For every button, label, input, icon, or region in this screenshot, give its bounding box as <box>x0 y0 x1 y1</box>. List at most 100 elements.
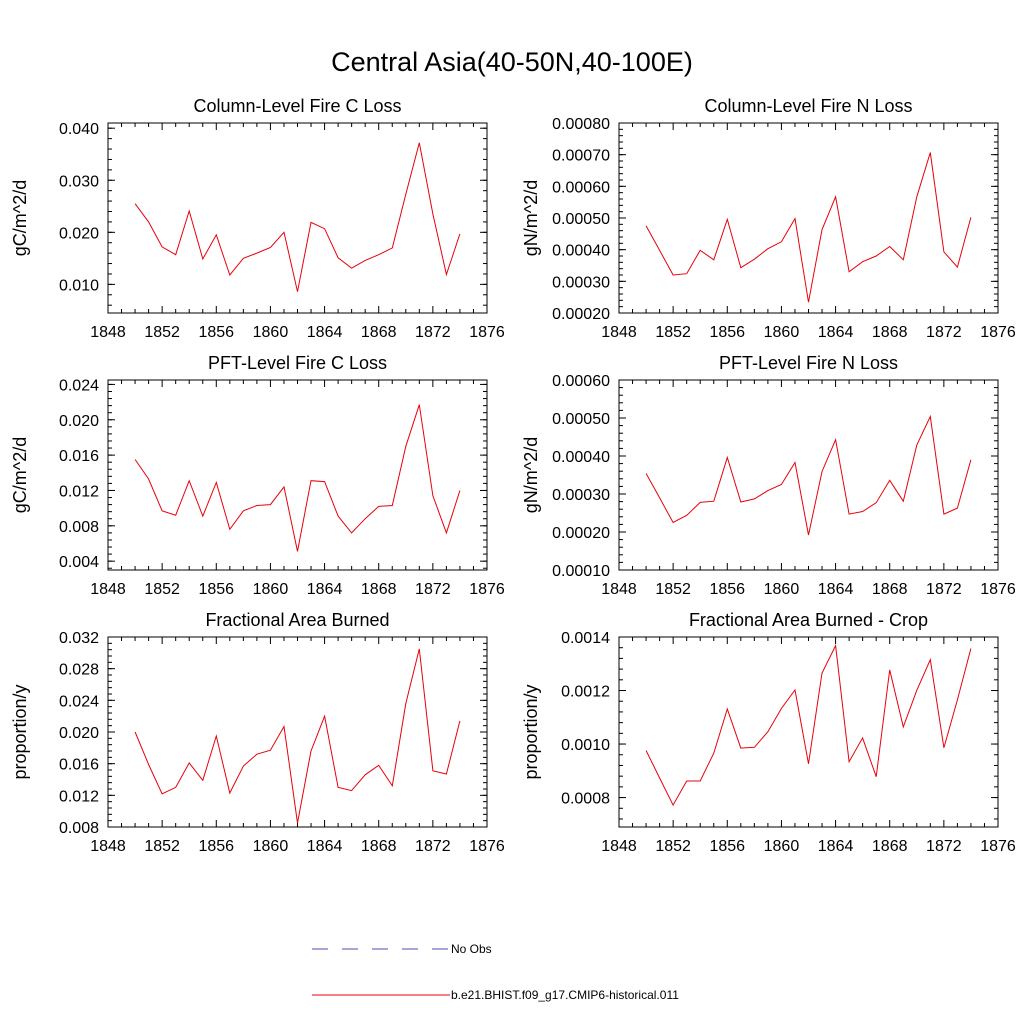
x-tick-label: 1848 <box>90 324 126 341</box>
panel-title: PFT-Level Fire C Loss <box>208 353 387 373</box>
panel-4: 1848 1852 1856 1860 1864 1868 1872 1876 0.008 0.0… <box>10 610 505 855</box>
series-line <box>134 648 461 824</box>
x-tick-label: 1868 <box>361 324 397 341</box>
x-tick-label: 1868 <box>361 838 397 855</box>
plot-frame <box>618 379 999 571</box>
y-axis-label: gC/m^2/d <box>10 180 30 256</box>
y-tick-label: 0.032 <box>59 630 99 647</box>
y-tick-label: 0.012 <box>59 788 99 805</box>
x-tick-label: 1860 <box>764 838 800 855</box>
series-line <box>645 414 972 536</box>
x-tick-label: 1864 <box>818 581 854 598</box>
y-tick-label: 0.016 <box>59 448 99 465</box>
x-tick-label: 1848 <box>601 581 637 598</box>
legend-model-label: b.e21.BHIST.f09_g17.CMIP6-historical.011 <box>451 988 679 1002</box>
y-tick-label: 0.012 <box>59 483 99 500</box>
y-tick-label: 0.020 <box>59 413 99 430</box>
x-tick-label: 1856 <box>709 581 745 598</box>
x-tick-label: 1876 <box>469 838 505 855</box>
x-tick-label: 1876 <box>980 581 1016 598</box>
y-tick-label: 0.00030 <box>552 487 610 504</box>
x-tick-label: 1868 <box>872 838 908 855</box>
series-line <box>645 643 972 807</box>
y-tick-label: 0.00040 <box>552 449 610 466</box>
y-tick-label: 0.00030 <box>552 274 610 291</box>
x-tick-label: 1856 <box>198 581 234 598</box>
x-tick-label: 1868 <box>872 581 908 598</box>
x-tick-label: 1856 <box>709 324 745 341</box>
x-tick-label: 1872 <box>415 581 451 598</box>
y-tick-label: 0.010 <box>59 277 99 294</box>
series-line <box>645 152 972 303</box>
y-tick-label: 0.020 <box>59 725 99 742</box>
series-line <box>134 142 461 292</box>
x-tick-label: 1876 <box>469 581 505 598</box>
x-tick-label: 1848 <box>90 581 126 598</box>
legend-obs-label: No Obs <box>451 942 492 956</box>
x-tick-label: 1848 <box>601 838 637 855</box>
x-tick-label: 1864 <box>307 324 343 341</box>
legend-obs-line <box>312 948 450 950</box>
y-axis-label: gN/m^2/d <box>521 437 541 513</box>
plot-frame <box>107 636 488 828</box>
panel-title: Fractional Area Burned <box>205 610 389 630</box>
y-tick-label: 0.008 <box>59 519 99 536</box>
x-tick-label: 1872 <box>415 324 451 341</box>
y-tick-label: 0.00050 <box>552 211 610 228</box>
y-tick-label: 0.0008 <box>561 791 610 808</box>
x-tick-label: 1852 <box>655 324 691 341</box>
y-tick-label: 0.00040 <box>552 243 610 260</box>
y-tick-label: 0.028 <box>59 662 99 679</box>
panel-title: Column-Level Fire C Loss <box>193 96 401 116</box>
legend-model-line <box>312 994 450 996</box>
x-tick-label: 1872 <box>926 581 962 598</box>
x-tick-label: 1856 <box>198 838 234 855</box>
x-tick-label: 1864 <box>307 838 343 855</box>
panel-0: 1848 1852 1856 1860 1864 1868 1872 1876 0.010 0.0… <box>10 96 505 341</box>
x-tick-label: 1876 <box>980 838 1016 855</box>
series-line <box>134 404 461 552</box>
y-tick-label: 0.00020 <box>552 525 610 542</box>
y-tick-label: 0.0012 <box>561 684 610 701</box>
x-tick-label: 1860 <box>764 581 800 598</box>
y-tick-label: 0.00050 <box>552 411 610 428</box>
x-tick-label: 1860 <box>253 324 289 341</box>
panel-2: 1848 1852 1856 1860 1864 1868 1872 1876 0.004 0.0… <box>10 353 505 598</box>
x-tick-label: 1864 <box>307 581 343 598</box>
x-tick-label: 1856 <box>198 324 234 341</box>
y-tick-label: 0.040 <box>59 121 99 138</box>
x-tick-label: 1848 <box>90 838 126 855</box>
y-tick-label: 0.00080 <box>552 116 610 133</box>
x-tick-label: 1872 <box>926 324 962 341</box>
panel-title: Fractional Area Burned - Crop <box>689 610 928 630</box>
x-tick-label: 1876 <box>980 324 1016 341</box>
y-tick-label: 0.024 <box>59 693 99 710</box>
x-tick-label: 1868 <box>872 324 908 341</box>
y-tick-label: 0.00010 <box>552 563 610 580</box>
y-tick-label: 0.00060 <box>552 179 610 196</box>
x-tick-label: 1856 <box>709 838 745 855</box>
y-axis-label: gN/m^2/d <box>521 180 541 256</box>
plot-frame <box>107 122 488 314</box>
y-axis-label: proportion/y <box>10 684 30 779</box>
x-tick-label: 1852 <box>655 581 691 598</box>
x-tick-label: 1852 <box>144 324 180 341</box>
panel-title: PFT-Level Fire N Loss <box>719 353 898 373</box>
x-tick-label: 1868 <box>361 581 397 598</box>
y-tick-label: 0.024 <box>59 377 99 394</box>
x-tick-label: 1876 <box>469 324 505 341</box>
y-tick-label: 0.0014 <box>561 630 610 647</box>
y-tick-label: 0.0010 <box>561 737 610 754</box>
panel-5: 1848 1852 1856 1860 1864 1868 1872 1876 0.0008 0.… <box>521 610 1016 855</box>
y-tick-label: 0.030 <box>59 173 99 190</box>
panel-1: 1848 1852 1856 1860 1864 1868 1872 1876 0.00020 0… <box>521 96 1016 341</box>
y-tick-label: 0.004 <box>59 554 99 571</box>
x-tick-label: 1860 <box>253 581 289 598</box>
x-tick-label: 1864 <box>818 324 854 341</box>
x-tick-label: 1860 <box>253 838 289 855</box>
x-tick-label: 1872 <box>926 838 962 855</box>
plot-frame <box>618 122 999 314</box>
y-tick-label: 0.016 <box>59 757 99 774</box>
x-tick-label: 1864 <box>818 838 854 855</box>
y-tick-label: 0.020 <box>59 225 99 242</box>
